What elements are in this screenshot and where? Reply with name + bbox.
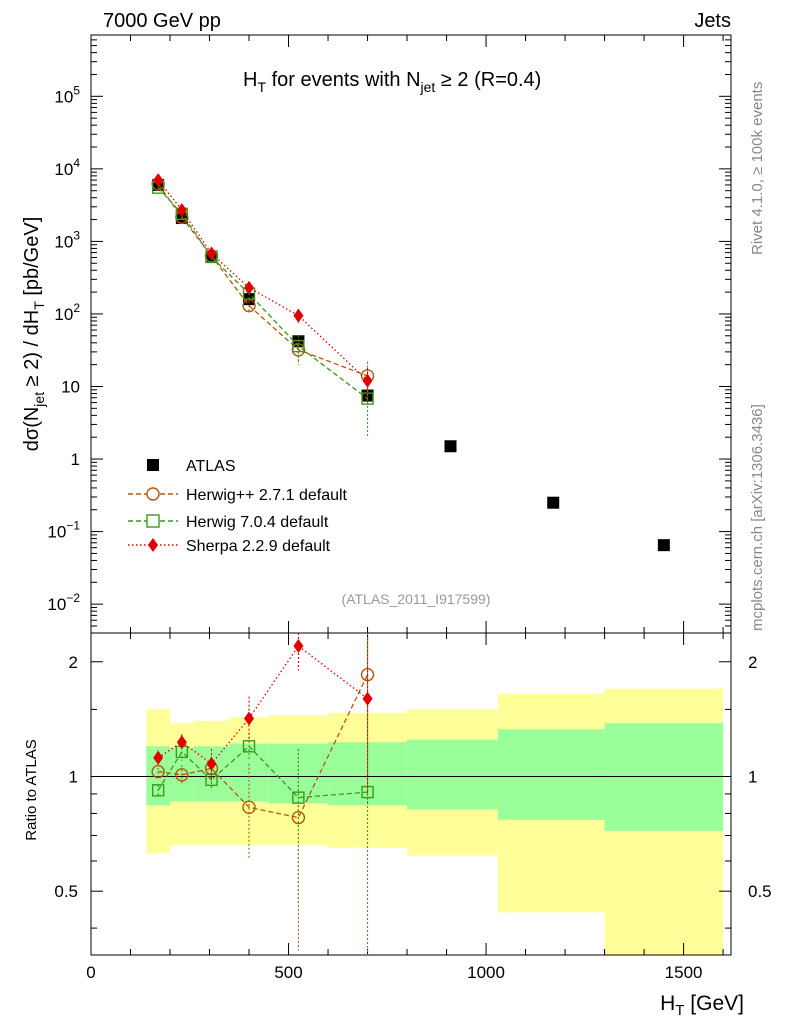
ratio-y-tick-label-0: 0.5 — [54, 882, 78, 901]
main-y-label: dσ(Njet ≥ 2) / dHT [pb/GeV] — [21, 217, 47, 452]
ratio-y-tick-label-2: 2 — [69, 653, 78, 672]
main-point-0-7 — [547, 496, 560, 509]
main-point-3-5 — [362, 373, 373, 388]
main-point-3-3 — [244, 280, 255, 295]
main-series — [151, 173, 670, 552]
main-y-tick-label-5: 103 — [54, 228, 80, 251]
main-y-tick-label-2: 1 — [71, 450, 80, 469]
legend-label-sherpa: Sherpa 2.2.9 default — [186, 538, 331, 555]
ratio-line-1 — [157, 745, 368, 799]
main-line-2 — [157, 187, 368, 400]
ratio-y-tick-label-1: 1 — [69, 767, 78, 786]
ratio-point-0-5 — [360, 667, 375, 682]
main-y-tick-label-3: 10 — [61, 377, 80, 396]
header-left: 7000 GeV pp — [103, 10, 221, 32]
main-point-0-6 — [444, 440, 457, 453]
band-green-7 — [497, 729, 605, 820]
legend-label-atlas: ATLAS — [186, 458, 236, 475]
main-point-0-8 — [657, 539, 670, 552]
legend-marker-herwig7 — [146, 514, 160, 528]
main-point-3-2 — [206, 246, 217, 261]
analysis-annotation: (ATLAS_2011_I917599) — [342, 591, 491, 607]
main-point-3-0 — [153, 173, 164, 188]
ratio-point-0-4 — [291, 810, 306, 825]
ratio-point-2-0 — [153, 750, 164, 765]
legend: ATLAS Herwig++ 2.7.1 default Herwig 7.0.… — [128, 458, 348, 555]
main-point-2-4 — [292, 339, 305, 353]
ratio-point-1-0 — [151, 784, 165, 797]
legend-marker-herwigpp — [146, 487, 160, 501]
ratio-point-2-2 — [206, 756, 217, 771]
band-green-8 — [604, 723, 724, 831]
x-tick-label-3: 1500 — [665, 963, 703, 982]
main-y-tick-label-7: 105 — [54, 83, 80, 106]
ratio-y-label: Ratio to ATLAS — [23, 739, 40, 840]
main-point-3-1 — [176, 203, 187, 218]
x-tick-label-0: 0 — [86, 963, 95, 982]
ratio-point-1-4 — [292, 791, 305, 804]
main-line-1 — [157, 183, 368, 377]
legend-marker-atlas — [147, 459, 159, 471]
main-y-tick-label-6: 104 — [54, 156, 80, 179]
ratio-y-tick-label-right-2: 2 — [748, 653, 757, 672]
main-title: HT for events with Njet ≥ 2 (R=0.4) — [243, 69, 541, 95]
main-y-tick-label-0: 10−2 — [47, 591, 80, 614]
mcplots-label: mcplots.cern.ch [arXiv:1306.3436] — [749, 404, 766, 631]
main-line-3 — [157, 179, 368, 382]
ratio-line-0 — [158, 674, 369, 819]
main-y-tick-label-1: 10−1 — [47, 519, 80, 542]
ratio-y-tick-label-right-0: 0.5 — [748, 882, 772, 901]
ratio-series — [151, 633, 375, 955]
x-axis-label: HT [GeV] — [660, 992, 744, 1019]
x-tick-label-2: 1000 — [467, 963, 505, 982]
legend-label-herwigpp: Herwig++ 2.7.1 default — [186, 487, 348, 504]
ratio-point-0-1 — [175, 768, 189, 782]
ratio-point-2-3 — [244, 711, 255, 726]
ratio-point-0-3 — [242, 800, 256, 815]
ratio-bands — [146, 688, 724, 955]
band-green-6 — [407, 739, 498, 810]
ratio-point-0-0 — [151, 764, 165, 779]
ratio-y-tick-label-right-1: 1 — [748, 767, 757, 786]
legend-marker-sherpa — [148, 538, 158, 552]
ratio-point-1-5 — [361, 785, 374, 799]
x-tick-label-1: 500 — [274, 963, 302, 982]
rivet-version-label: Rivet 4.1.0, ≥ 100k events — [749, 82, 766, 255]
ratio-point-2-1 — [176, 735, 187, 750]
header-right: Jets — [694, 10, 731, 32]
axis-ticks: 10−2 10−1 1 10 102 103 104 105 0 500 1000 1500 0.5 0.… — [47, 35, 772, 982]
ratio-point-2-5 — [362, 691, 373, 706]
main-y-tick-label-4: 102 — [54, 301, 80, 324]
main-point-3-4 — [293, 308, 304, 323]
legend-label-herwig7: Herwig 7.0.4 default — [186, 514, 329, 531]
ratio-point-2-4 — [293, 639, 304, 654]
